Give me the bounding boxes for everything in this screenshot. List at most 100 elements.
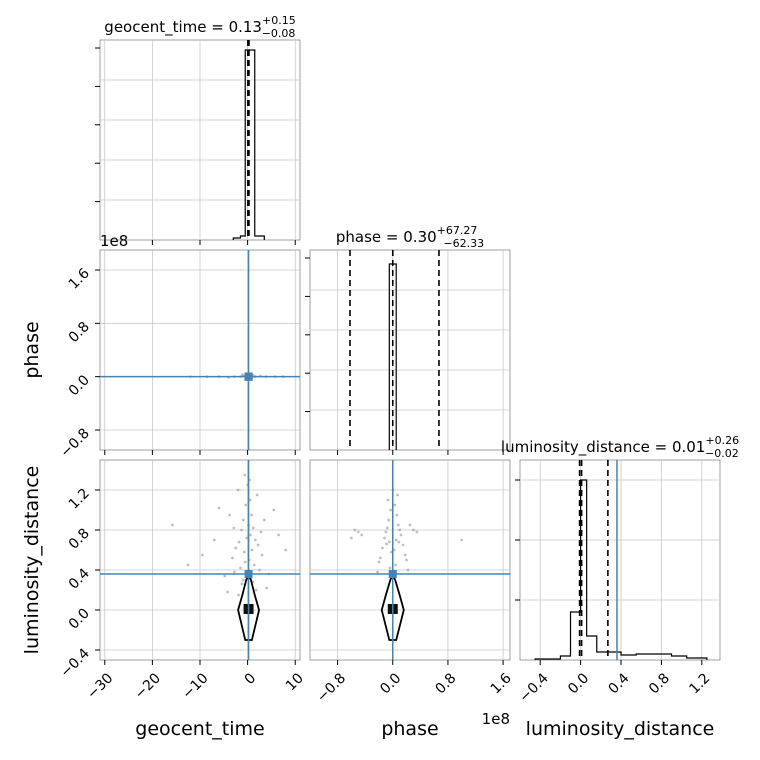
sample-point	[387, 518, 391, 522]
sample-point	[236, 488, 240, 492]
sample-point	[396, 523, 400, 527]
phase-hist-grid	[310, 250, 510, 450]
sample-point	[239, 566, 242, 570]
x-tick-label: −10	[179, 670, 211, 702]
x-tick-label: 0.0	[565, 670, 592, 697]
sample-point	[408, 523, 412, 527]
sample-point	[388, 566, 392, 570]
sample-point	[360, 533, 364, 537]
x-axis-label-phase: phase	[381, 718, 438, 740]
sample-point	[243, 560, 247, 564]
sample-point	[395, 513, 399, 517]
sample-point	[226, 590, 230, 594]
sample-point	[228, 513, 231, 517]
sample-point	[240, 373, 244, 377]
geocent-time-histogram	[232, 49, 265, 240]
phase-y-offset-label: 1e8	[100, 232, 128, 250]
luminosity-distance-vs-geocent-time-truth-marker	[244, 570, 253, 578]
sample-point	[394, 538, 398, 542]
phase-vs-geocent-time-truth-marker	[244, 372, 253, 381]
sample-point	[277, 533, 280, 537]
sample-point	[378, 556, 382, 560]
sample-point	[241, 518, 245, 522]
sample-point	[386, 498, 390, 502]
sample-point	[200, 553, 204, 557]
x-tick-label: −0.8	[314, 670, 349, 705]
sample-point	[259, 530, 263, 534]
sample-point	[186, 563, 190, 567]
sample-point	[170, 523, 174, 527]
title-upper: +0.26	[705, 434, 739, 447]
sample-point	[385, 526, 389, 530]
sample-point	[242, 550, 246, 554]
luminosity-distance-vs-phase-frame	[309, 459, 511, 661]
sample-point	[253, 538, 257, 542]
title-lower: −0.02	[705, 447, 739, 460]
sample-point	[384, 530, 388, 534]
x-tick-label: 0	[242, 670, 260, 688]
sample-point	[377, 560, 381, 564]
y-tick-label: 0.4	[66, 565, 93, 592]
phase-title: phase = 0.30+67.27 −62.33	[336, 224, 484, 250]
x-tick-label: 0.8	[646, 670, 673, 697]
title-lower: −0.08	[262, 27, 296, 40]
y-tick-label: 0.8	[66, 319, 93, 346]
sample-point	[255, 493, 259, 497]
y-axis-label-luminosity-distance: luminosity_distance	[21, 466, 43, 655]
y-tick-label: 0.8	[66, 526, 93, 553]
sample-point	[383, 536, 386, 540]
sample-point	[272, 508, 276, 512]
sample-point	[240, 582, 244, 586]
sample-point	[265, 586, 269, 590]
sample-point	[256, 543, 260, 547]
sample-point	[353, 528, 357, 532]
sample-point	[252, 563, 256, 567]
sample-point	[349, 536, 353, 540]
sample-point	[356, 530, 360, 534]
luminosity-distance-histogram	[534, 479, 708, 660]
y-tick-label: 1.2	[66, 486, 93, 513]
sample-point	[254, 588, 258, 592]
sample-point	[387, 540, 391, 544]
sample-point	[381, 546, 384, 550]
x-tick-label: −20	[132, 670, 164, 702]
phase-x-offset-label: 1e8	[482, 710, 510, 728]
sample-point	[403, 553, 407, 557]
sample-point	[249, 533, 252, 537]
luminosity-distance-vs-phase-truth-marker	[388, 570, 397, 578]
title-upper: +67.27	[437, 224, 478, 237]
sample-point	[241, 578, 245, 582]
x-tick-label: 0.4	[606, 670, 633, 697]
sample-point	[217, 506, 221, 510]
y-tick-label: −0.8	[57, 426, 92, 461]
sample-point	[385, 542, 388, 546]
sample-point	[245, 536, 249, 540]
title-main: phase = 0.30	[336, 228, 437, 246]
x-axis-label-luminosity-distance: luminosity_distance	[526, 718, 715, 740]
luminosity-distance-hist-frame	[519, 459, 721, 661]
x-tick-label: 0.8	[432, 670, 459, 697]
sample-point	[237, 593, 240, 597]
geocent-time-title: geocent_time = 0.13+0.15 −0.08	[104, 14, 295, 40]
sample-point	[212, 538, 216, 542]
y-tick-label: 1.6	[66, 265, 93, 292]
y-tick-label: 0.0	[66, 606, 93, 633]
sample-point	[284, 548, 288, 552]
x-tick-label: 0.0	[377, 670, 404, 697]
sample-point	[240, 528, 243, 532]
sample-point	[250, 548, 254, 552]
sample-point	[396, 493, 399, 497]
y-tick-label: −0.4	[57, 645, 92, 680]
sample-point	[415, 530, 419, 534]
sample-point	[401, 543, 405, 547]
sample-point	[398, 528, 402, 532]
phase-hist-frame	[309, 249, 511, 451]
x-axis-label-geocent-time: geocent_time	[135, 718, 264, 740]
x-tick-label: 1.6	[488, 670, 515, 697]
sample-point	[397, 540, 401, 544]
title-lower: −62.33	[443, 237, 484, 250]
y-tick-label: 0.0	[66, 372, 93, 399]
sample-point	[258, 568, 261, 572]
sample-point	[394, 563, 397, 567]
